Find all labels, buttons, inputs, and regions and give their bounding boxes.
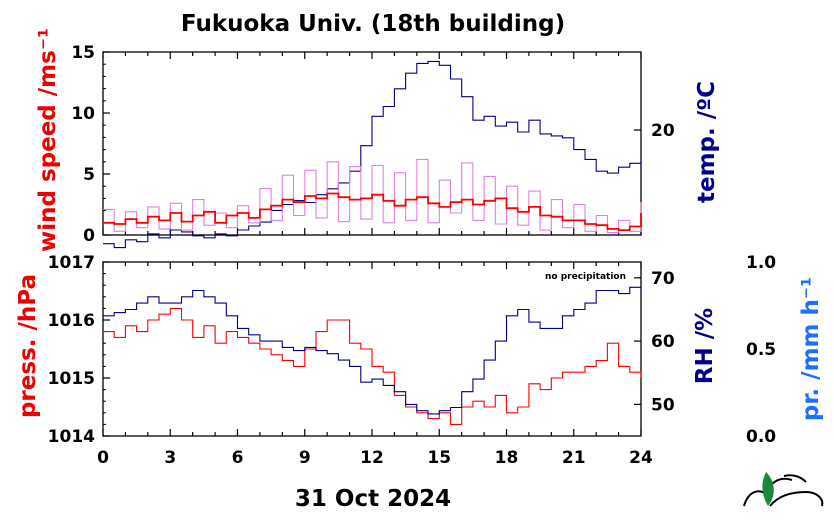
series-line: [103, 60, 642, 249]
left-tick-label: 10: [71, 104, 95, 124]
x-tick-label: 6: [232, 448, 244, 468]
x-tick-label: 15: [427, 448, 451, 468]
right-tick-label: 60: [651, 332, 675, 352]
x-tick-label: 18: [495, 448, 519, 468]
right-tick-label: 20: [651, 121, 675, 141]
series-line: [103, 158, 642, 234]
x-tick-label: 0: [97, 448, 109, 468]
far-right-tick-label: 1.0: [746, 253, 776, 273]
left-tick-label: 1016: [48, 311, 95, 331]
x-tick-label: 21: [562, 448, 586, 468]
series-line: [103, 286, 642, 415]
right-tick-label: 50: [651, 395, 675, 415]
x-tick-label: 12: [360, 448, 384, 468]
far-right-tick-label: 0.5: [746, 340, 776, 360]
logo-icon: [743, 472, 824, 507]
left-tick-label: 1017: [48, 253, 95, 273]
left-tick-label: 15: [71, 43, 95, 63]
x-tick-label: 24: [629, 448, 653, 468]
rh-axis-label: RH /%: [692, 308, 718, 384]
series-line: [103, 307, 642, 425]
precipitation-axis-label: pr. /mm h⁻¹: [798, 277, 824, 421]
left-tick-label: 0: [83, 226, 95, 246]
right-tick-label: 70: [651, 269, 675, 289]
pressure-axis-label: press. /hPa: [15, 274, 41, 418]
left-tick-label: 1015: [48, 369, 95, 389]
top-panel: 0 5 10 15 20: [71, 43, 675, 249]
temperature-axis-label: temp. /ºC: [694, 81, 720, 203]
x-tick-label: 3: [164, 448, 176, 468]
x-tick-label: 9: [299, 448, 311, 468]
series-line: [103, 192, 642, 231]
far-right-tick-label: 0.0: [746, 427, 776, 447]
wind-speed-axis-label: wind speed /ms⁻¹: [35, 28, 61, 252]
bottom-panel: 0 3 6 9 12 15 18 21 24 1014 1015 1016 1017 50 60 70 0.0 0…: [48, 253, 777, 468]
no-precipitation-note: no precipitation: [545, 272, 626, 282]
left-tick-label: 5: [83, 165, 95, 185]
left-tick-label: 1014: [48, 427, 95, 447]
x-axis-date-label: 31 Oct 2024: [295, 486, 451, 512]
chart-title: Fukuoka Univ. (18th building): [181, 11, 565, 37]
